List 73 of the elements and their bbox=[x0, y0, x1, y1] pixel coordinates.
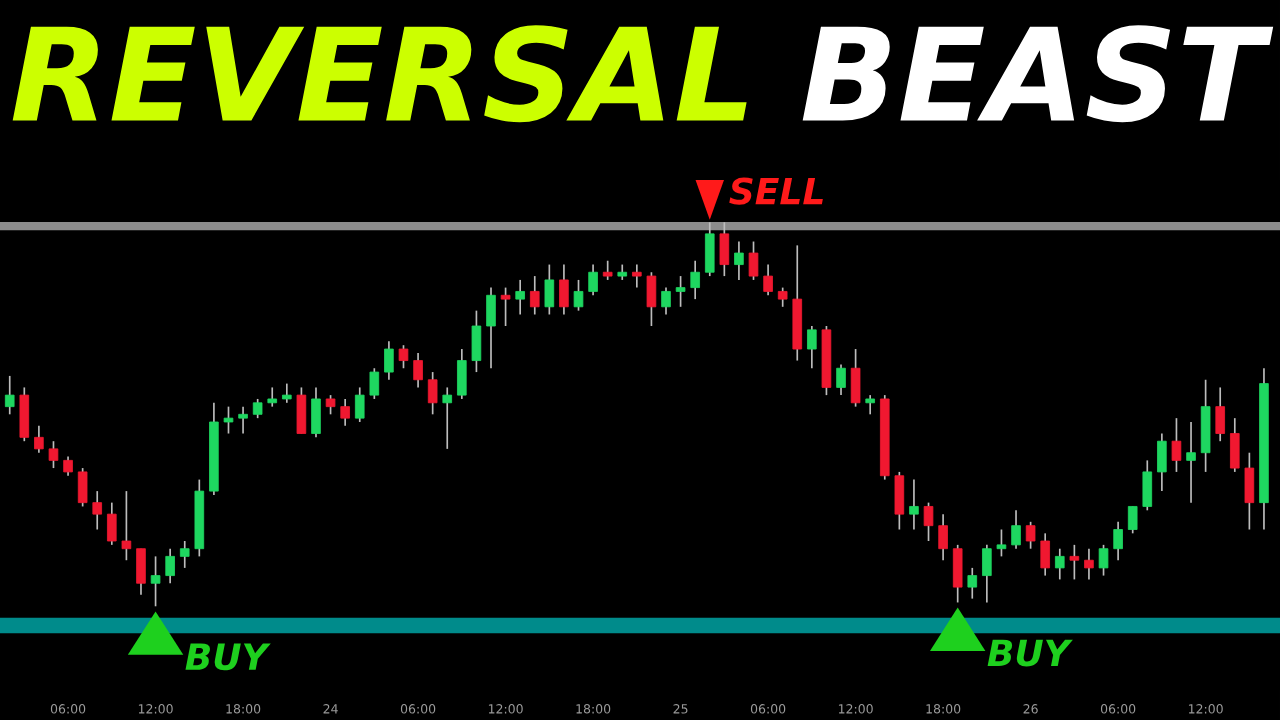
candlestick bbox=[340, 398, 350, 427]
candlestick bbox=[238, 405, 248, 435]
candlestick bbox=[515, 279, 525, 316]
x-tick-label: 06:00 bbox=[400, 704, 436, 714]
x-tick-label: 12:00 bbox=[1188, 704, 1223, 714]
candlestick bbox=[92, 490, 103, 531]
x-tick-label: 18:00 bbox=[226, 704, 261, 714]
candlestick bbox=[413, 352, 423, 389]
candlestick bbox=[632, 263, 642, 289]
candlestick bbox=[252, 398, 263, 419]
x-tick-label: 12:00 bbox=[838, 704, 873, 714]
candlestick bbox=[442, 386, 453, 450]
x-tick-label: 18:00 bbox=[926, 704, 961, 714]
candlestick bbox=[354, 386, 365, 423]
chart-title: REVERSAL BEAST bbox=[12, 25, 1274, 123]
candlestick bbox=[1127, 505, 1138, 535]
candlestick bbox=[282, 382, 292, 404]
candlestick bbox=[763, 263, 773, 297]
x-tick-label: 18:00 bbox=[576, 704, 611, 714]
candlestick bbox=[179, 540, 190, 569]
annotation: SELL bbox=[729, 177, 823, 205]
candlestick bbox=[1098, 544, 1109, 577]
candlestick bbox=[384, 340, 394, 381]
candlestick bbox=[427, 371, 438, 416]
x-tick-label: 12:00 bbox=[138, 704, 173, 714]
candlestick bbox=[1186, 421, 1196, 504]
candlestick bbox=[223, 405, 234, 435]
candlestick bbox=[909, 478, 919, 531]
candlestick bbox=[1011, 509, 1021, 550]
candlestick bbox=[777, 286, 788, 308]
candlestick bbox=[48, 440, 59, 469]
candlestick bbox=[675, 275, 686, 308]
x-tick-label: 06:00 bbox=[750, 704, 786, 714]
candlestick bbox=[996, 528, 1007, 558]
candlestick bbox=[748, 240, 759, 281]
candlestick bbox=[588, 263, 598, 297]
candlestick bbox=[1171, 417, 1182, 473]
x-tick-label: 25 bbox=[673, 704, 688, 714]
annotation: BUY bbox=[185, 643, 271, 671]
candlestick bbox=[529, 275, 540, 316]
candlestick bbox=[121, 490, 132, 562]
candlestick bbox=[1025, 520, 1036, 550]
candlestick bbox=[807, 325, 817, 370]
candlestick bbox=[4, 375, 15, 416]
candlestick bbox=[63, 455, 73, 477]
x-tick-label: 26 bbox=[1023, 704, 1038, 714]
candlestick bbox=[1069, 544, 1080, 581]
candlestick bbox=[1054, 547, 1065, 581]
candlestick bbox=[1113, 520, 1123, 562]
candlestick bbox=[165, 547, 175, 585]
candlestick bbox=[865, 394, 875, 416]
candlestick bbox=[967, 567, 978, 600]
candlestick bbox=[836, 363, 846, 396]
candlestick bbox=[602, 259, 613, 281]
x-tick-label: 12:00 bbox=[488, 704, 523, 714]
candlestick bbox=[267, 386, 278, 408]
candlestick bbox=[150, 555, 161, 608]
candlestick bbox=[661, 286, 671, 316]
candlestick bbox=[734, 240, 744, 281]
candlestick bbox=[325, 394, 336, 416]
x-tick-label: 24 bbox=[323, 704, 338, 714]
candlestick bbox=[1084, 547, 1094, 581]
candlestick bbox=[690, 259, 700, 300]
candlestick bbox=[923, 501, 934, 542]
candlestick bbox=[398, 344, 409, 370]
candlestick bbox=[500, 286, 511, 327]
annotation: BUY bbox=[987, 639, 1073, 667]
candlestick bbox=[369, 367, 380, 400]
x-tick-label: 06:00 bbox=[50, 704, 86, 714]
candlestick bbox=[938, 513, 948, 562]
candlestick bbox=[34, 424, 44, 454]
x-tick-label: 06:00 bbox=[1100, 704, 1136, 714]
candlestick bbox=[573, 279, 584, 312]
